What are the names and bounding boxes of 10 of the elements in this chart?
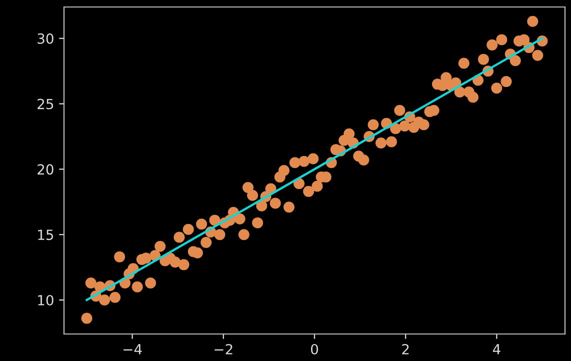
x-tick-label: 0 — [310, 344, 318, 354]
x-tick-label: −4 — [124, 344, 142, 354]
x-tick-label: 2 — [402, 344, 409, 354]
x-tick-label: −2 — [214, 344, 232, 354]
y-tick-label: 10 — [38, 294, 54, 306]
y-tick-label: 25 — [38, 98, 54, 110]
y-tick-label: 15 — [38, 230, 54, 240]
y-tick-label: 30 — [38, 33, 54, 44]
y-tick-label: 20 — [38, 164, 54, 175]
x-tick-label: 4 — [492, 344, 500, 354]
